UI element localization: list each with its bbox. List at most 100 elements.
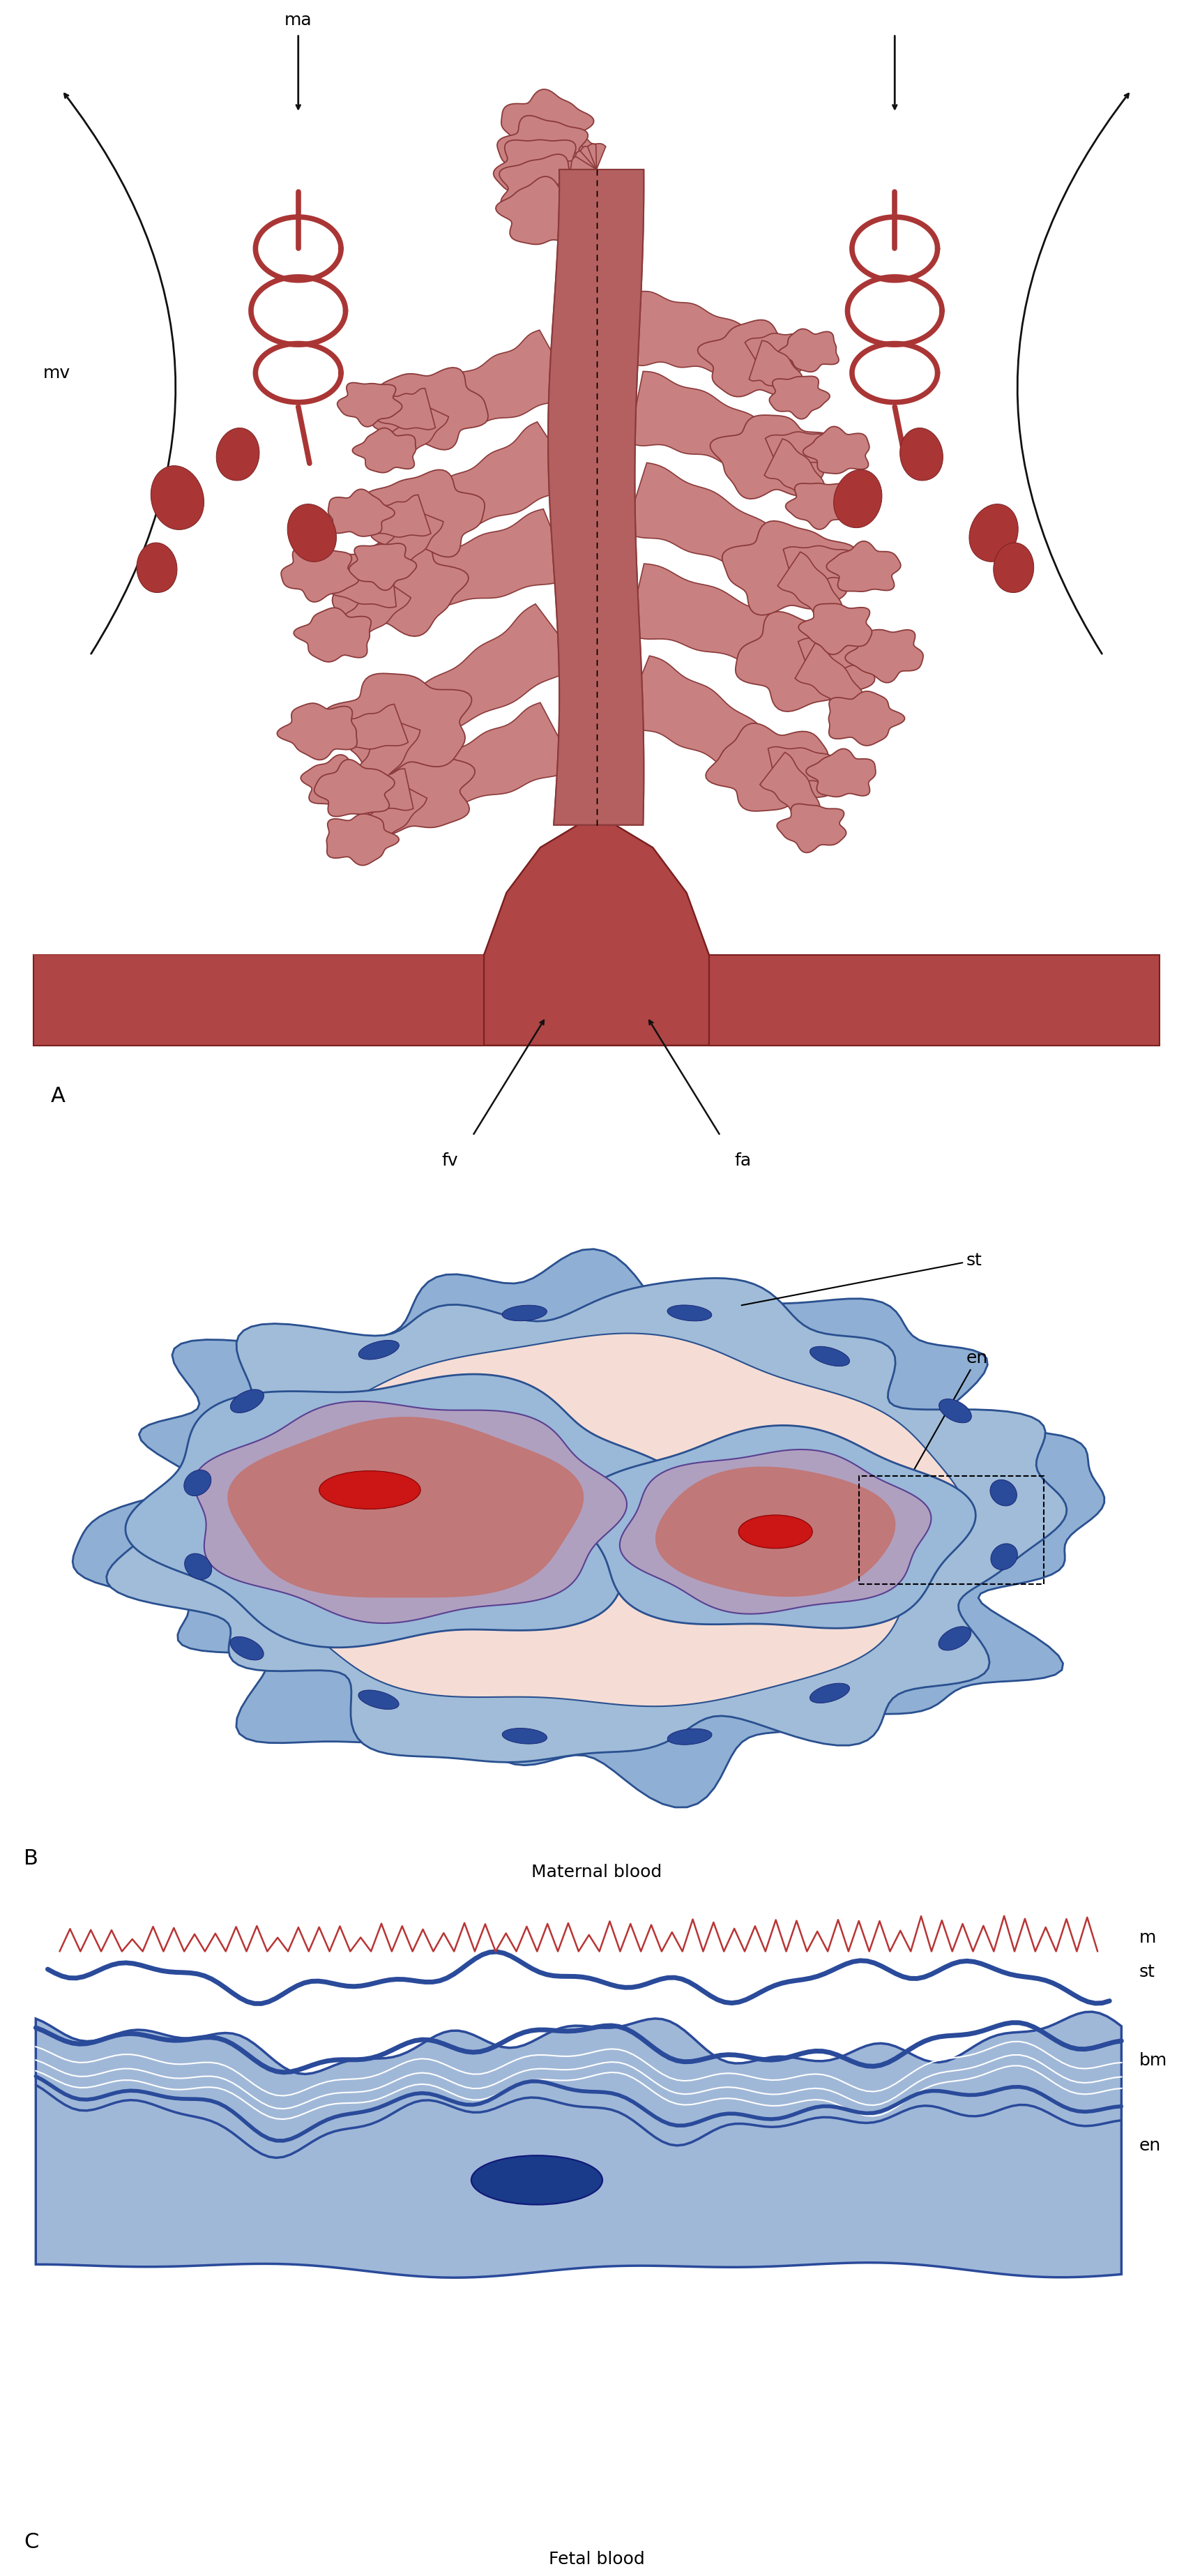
- Polygon shape: [314, 564, 396, 608]
- Polygon shape: [328, 489, 395, 536]
- Polygon shape: [798, 603, 872, 654]
- Polygon shape: [392, 603, 579, 744]
- Polygon shape: [846, 629, 923, 683]
- Polygon shape: [795, 644, 872, 724]
- Polygon shape: [73, 1249, 1105, 1808]
- Polygon shape: [532, 137, 596, 196]
- Ellipse shape: [358, 1690, 398, 1710]
- Polygon shape: [803, 428, 870, 474]
- Polygon shape: [404, 703, 574, 811]
- Polygon shape: [364, 469, 484, 556]
- Ellipse shape: [502, 1306, 546, 1321]
- Polygon shape: [623, 657, 786, 786]
- Text: mv: mv: [43, 366, 70, 381]
- Polygon shape: [288, 505, 336, 562]
- Polygon shape: [501, 90, 594, 157]
- Text: A: A: [50, 1087, 66, 1105]
- Ellipse shape: [738, 1515, 812, 1548]
- Polygon shape: [282, 549, 359, 603]
- Polygon shape: [365, 389, 435, 430]
- Polygon shape: [497, 116, 588, 185]
- Polygon shape: [744, 332, 812, 376]
- Polygon shape: [749, 340, 808, 402]
- Polygon shape: [484, 814, 709, 1046]
- Polygon shape: [769, 376, 830, 420]
- Ellipse shape: [230, 1636, 264, 1659]
- Text: st: st: [1139, 1963, 1155, 1981]
- Polygon shape: [228, 1417, 583, 1597]
- Ellipse shape: [358, 1340, 400, 1360]
- Ellipse shape: [810, 1682, 849, 1703]
- Polygon shape: [806, 750, 876, 796]
- Polygon shape: [125, 1373, 686, 1649]
- Ellipse shape: [939, 1625, 971, 1651]
- Polygon shape: [324, 672, 471, 775]
- Polygon shape: [765, 438, 830, 510]
- Polygon shape: [786, 484, 853, 531]
- Polygon shape: [768, 747, 847, 788]
- Polygon shape: [356, 495, 431, 538]
- Text: B: B: [24, 1850, 38, 1868]
- Ellipse shape: [810, 1347, 849, 1365]
- Ellipse shape: [990, 1543, 1018, 1569]
- Polygon shape: [352, 428, 416, 471]
- Text: fv: fv: [441, 1151, 458, 1170]
- Ellipse shape: [184, 1471, 211, 1497]
- Polygon shape: [629, 371, 784, 477]
- Text: fa: fa: [735, 1151, 752, 1170]
- Polygon shape: [383, 399, 449, 461]
- Ellipse shape: [667, 1728, 712, 1744]
- Polygon shape: [338, 384, 402, 428]
- Polygon shape: [900, 428, 942, 482]
- Polygon shape: [766, 433, 841, 477]
- Polygon shape: [777, 804, 846, 853]
- Polygon shape: [372, 368, 488, 451]
- Polygon shape: [353, 778, 427, 850]
- Polygon shape: [326, 538, 469, 636]
- Polygon shape: [548, 170, 644, 824]
- Polygon shape: [625, 464, 801, 587]
- Text: Maternal blood: Maternal blood: [531, 1865, 662, 1880]
- Bar: [859, 1476, 1044, 1584]
- Polygon shape: [969, 505, 1018, 562]
- Polygon shape: [344, 739, 475, 835]
- Ellipse shape: [471, 2156, 602, 2205]
- Text: Fetal blood: Fetal blood: [549, 2550, 644, 2568]
- Polygon shape: [784, 546, 869, 587]
- Ellipse shape: [230, 1388, 264, 1412]
- Text: st: st: [742, 1252, 982, 1306]
- Ellipse shape: [185, 1553, 212, 1579]
- Polygon shape: [655, 1466, 896, 1597]
- Polygon shape: [314, 760, 395, 817]
- Polygon shape: [628, 564, 815, 680]
- Polygon shape: [538, 157, 618, 229]
- Polygon shape: [619, 1450, 932, 1615]
- Polygon shape: [534, 147, 606, 198]
- Polygon shape: [36, 2012, 1121, 2277]
- Polygon shape: [778, 551, 848, 631]
- Text: C: C: [24, 2532, 38, 2553]
- Polygon shape: [829, 690, 904, 744]
- Ellipse shape: [939, 1399, 971, 1422]
- Polygon shape: [426, 330, 575, 430]
- Polygon shape: [319, 703, 408, 750]
- Ellipse shape: [667, 1306, 712, 1321]
- Polygon shape: [994, 544, 1034, 592]
- Polygon shape: [150, 466, 204, 531]
- Text: ma: ma: [284, 10, 313, 28]
- Polygon shape: [778, 330, 839, 371]
- Polygon shape: [350, 544, 416, 590]
- Polygon shape: [494, 139, 587, 206]
- Polygon shape: [277, 703, 357, 760]
- Polygon shape: [347, 716, 420, 799]
- Polygon shape: [548, 170, 644, 824]
- Polygon shape: [499, 155, 591, 224]
- Polygon shape: [418, 422, 577, 536]
- Polygon shape: [376, 507, 444, 574]
- Polygon shape: [293, 608, 371, 662]
- Polygon shape: [194, 1401, 626, 1623]
- Polygon shape: [722, 520, 857, 616]
- Polygon shape: [301, 755, 375, 806]
- Polygon shape: [332, 574, 410, 647]
- Polygon shape: [834, 469, 882, 528]
